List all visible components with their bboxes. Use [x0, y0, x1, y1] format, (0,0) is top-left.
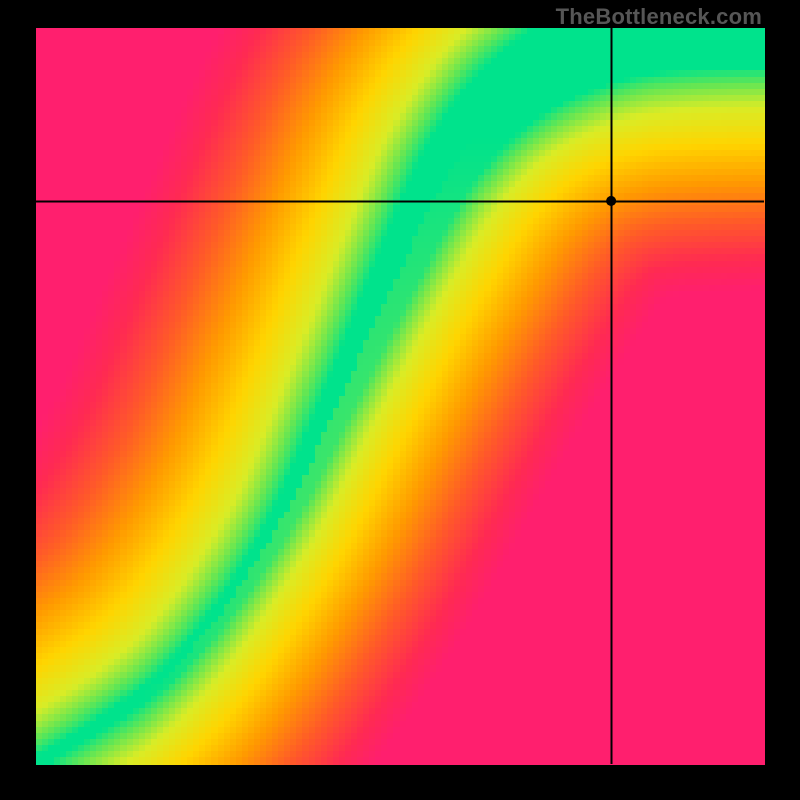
bottleneck-heatmap [0, 0, 800, 800]
chart-container: TheBottleneck.com [0, 0, 800, 800]
watermark-text: TheBottleneck.com [556, 4, 762, 30]
